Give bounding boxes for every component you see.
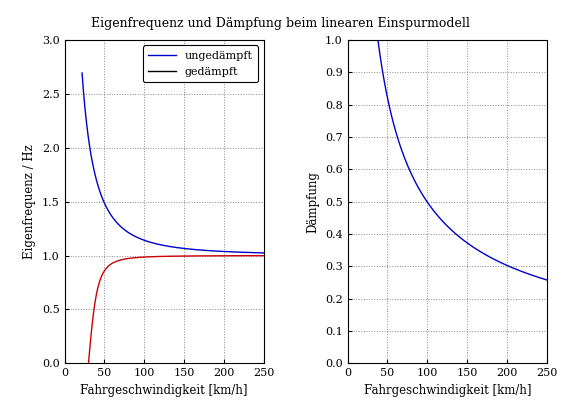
gedämpft [191,253,198,258]
gedämpft [96,280,103,285]
ungedämpft [260,250,267,255]
gedämpft [187,253,194,258]
X-axis label: Fahrgeschwindigkeit [km/h]: Fahrgeschwindigkeit [km/h] [364,384,531,397]
ungedämpft [217,249,223,254]
ungedämpft [189,247,196,252]
X-axis label: Fahrgeschwindigkeit [km/h]: Fahrgeschwindigkeit [km/h] [80,384,248,397]
Y-axis label: Dämpfung: Dämpfung [306,171,319,233]
gedämpft [260,253,267,258]
ungedämpft [184,247,191,252]
Line: ungedämpft: ungedämpft [82,73,264,253]
ungedämpft [79,71,85,76]
ungedämpft [195,247,201,252]
Legend: ungedämpft, gedämpft: ungedämpft, gedämpft [142,45,258,82]
Text: Eigenfrequenz und Dämpfung beim linearen Einspurmodell: Eigenfrequenz und Dämpfung beim linearen… [91,17,470,30]
gedämpft [197,253,204,258]
gedämpft [218,253,225,258]
Y-axis label: Eigenfrequenz / Hz: Eigenfrequenz / Hz [24,144,36,259]
ungedämpft [235,249,242,255]
gedämpft [236,253,243,258]
Line: gedämpft: gedämpft [89,256,264,363]
gedämpft [85,361,92,366]
ungedämpft [90,164,96,169]
